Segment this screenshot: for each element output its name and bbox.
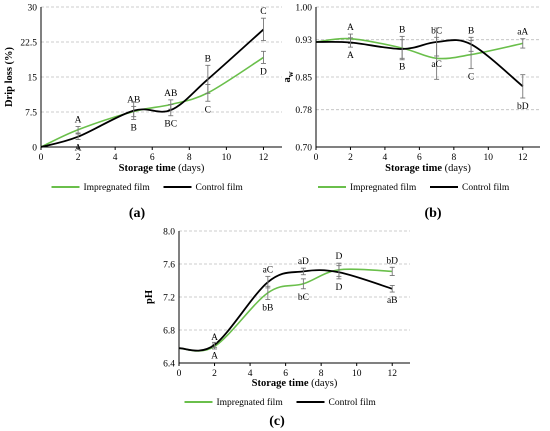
significance-letter: D	[335, 252, 342, 262]
x-tick-label: 12	[518, 153, 528, 163]
significance-letter: aB	[387, 296, 398, 306]
significance-letter: A	[347, 23, 354, 33]
chart-panel-3: 6.4 6.8 7.2 7.6 8.0 0 2 4 6 8 10 12 Storage time (da…	[144, 228, 410, 429]
significance-letter: bB	[262, 303, 273, 313]
series-line-control	[178, 269, 393, 352]
y-tick-label: 6.8	[163, 327, 175, 337]
series-line-impregnated	[40, 56, 264, 148]
chart-panel-1: 0 7.5 15 22.5 30 0 2 4 6 8 10 12 Storage time (days)…	[4, 4, 282, 221]
y-axis-label: aw	[282, 71, 295, 82]
significance-letter: bC	[298, 293, 309, 303]
significance-letter: C	[468, 73, 474, 83]
chart-panel-2: 0.70 0.78 0.85 0.93 1.00 0 2 4 6 8 10 12 Storage tim…	[282, 4, 540, 221]
y-axis-label-main: a	[282, 77, 293, 83]
y-tick-label: 8.0	[163, 228, 175, 238]
x-axis-label: Storage time (days)	[385, 163, 471, 174]
x-tick-label: 12	[259, 153, 269, 163]
x-tick-label: 0	[314, 153, 319, 163]
y-axis-label: Drip loss (%)	[4, 46, 15, 107]
x-tick-label: 4	[248, 369, 253, 379]
x-axis-label-main: Storage time	[252, 378, 311, 389]
x-tick-label: 10	[484, 153, 494, 163]
y-tick-label: 0.70	[295, 144, 312, 154]
x-axis-label: Storage time (days)	[252, 378, 338, 389]
legend-label-impregnated: Impregnated film	[217, 397, 284, 408]
y-tick-label: 0.85	[295, 74, 312, 84]
significance-letter: A	[347, 51, 354, 61]
x-tick-label: 4	[113, 153, 118, 163]
y-tick-label: 0.78	[295, 106, 312, 116]
significance-letter: AB	[164, 89, 177, 99]
panel-label: (c)	[269, 414, 285, 429]
significance-letter: A	[75, 144, 82, 154]
x-tick-label: 0	[177, 369, 182, 379]
x-axis-label: Storage time (days)	[119, 163, 205, 174]
x-axis-label-main: Storage time	[119, 163, 178, 174]
x-tick-label: 8	[319, 369, 324, 379]
x-tick-label: 2	[348, 153, 353, 163]
y-tick-label: 22.5	[20, 39, 37, 49]
significance-letter: bD	[517, 102, 529, 112]
x-tick-label: 10	[222, 153, 232, 163]
x-tick-label: 2	[212, 369, 217, 379]
legend-label-control: Control film	[329, 397, 377, 408]
significance-letter: aD	[298, 257, 309, 267]
x-axis-label-unit: (days)	[311, 378, 338, 389]
y-tick-label: 6.4	[163, 360, 175, 370]
x-tick-label: 8	[451, 153, 456, 163]
x-tick-label: 6	[150, 153, 155, 163]
significance-letter: B	[399, 62, 405, 72]
y-tick-label: 7.6	[163, 261, 175, 271]
x-tick-label: 10	[352, 369, 362, 379]
significance-letter: A	[75, 115, 82, 125]
legend-label-control: Control film	[462, 182, 510, 193]
significance-letter: aA	[517, 28, 528, 38]
significance-letter: A	[211, 351, 218, 361]
significance-letter: D	[260, 67, 267, 77]
significance-letter: C	[205, 105, 211, 115]
significance-letter: D	[335, 283, 342, 293]
significance-letter: BC	[164, 120, 177, 130]
x-tick-label: 6	[417, 153, 422, 163]
significance-letter: B	[131, 123, 137, 133]
y-tick-label: 7.5	[25, 109, 37, 119]
panel-label: (a)	[129, 206, 146, 221]
series-line-control	[315, 39, 524, 87]
x-axis-label-unit: (days)	[178, 163, 205, 174]
legend-label-impregnated: Impregnated film	[84, 182, 151, 193]
significance-letter: C	[260, 7, 266, 17]
x-axis-label-unit: (days)	[445, 163, 472, 174]
y-tick-label: 15	[28, 74, 38, 84]
x-tick-label: 8	[187, 153, 192, 163]
legend-label-control: Control film	[196, 182, 244, 193]
y-axis-label-sub: w	[286, 71, 295, 77]
significance-letter: bD	[386, 256, 398, 266]
significance-letter: B	[399, 25, 405, 35]
y-tick-label: 30	[28, 4, 38, 14]
y-axis-label: pH	[144, 290, 155, 304]
significance-letter: AB	[127, 95, 140, 105]
legend-label-impregnated: Impregnated film	[350, 182, 417, 193]
y-tick-label: 1.00	[295, 4, 312, 14]
series-line-impregnated	[315, 37, 523, 60]
significance-letter: aC	[431, 60, 442, 70]
series-line-control	[40, 28, 265, 148]
x-tick-label: 6	[283, 369, 288, 379]
x-axis-label-main: Storage time	[385, 163, 444, 174]
series-line-impregnated	[178, 268, 393, 352]
y-tick-label: 7.2	[163, 294, 175, 304]
significance-letter: aC	[263, 265, 274, 275]
y-tick-label: 0	[32, 144, 37, 154]
x-tick-label: 2	[76, 153, 81, 163]
significance-letter: A	[211, 333, 218, 343]
y-tick-label: 0.93	[295, 36, 312, 46]
x-tick-label: 4	[383, 153, 388, 163]
panel-label: (b)	[424, 206, 441, 221]
x-tick-label: 0	[39, 153, 44, 163]
significance-letter: B	[468, 26, 474, 36]
significance-letter: B	[205, 54, 211, 64]
x-tick-label: 12	[387, 369, 397, 379]
